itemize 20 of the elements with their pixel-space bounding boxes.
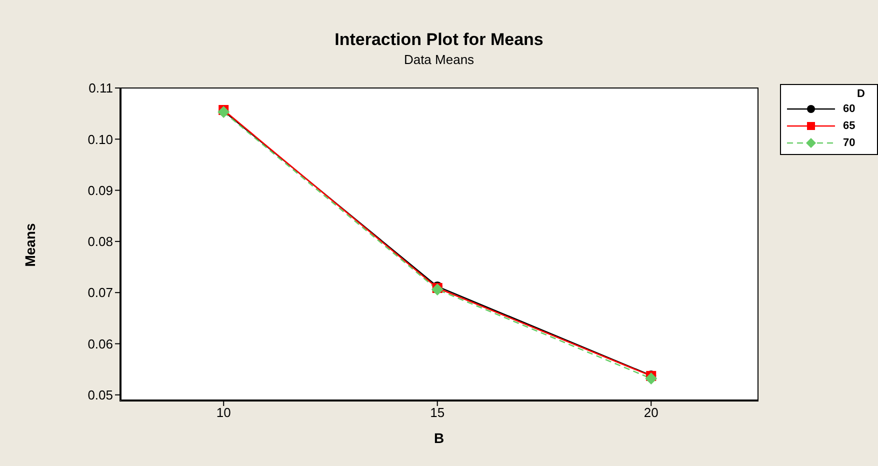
legend-label: 70 <box>843 136 856 148</box>
y-tick-label: 0.09 <box>88 182 113 198</box>
y-tick-label: 0.10 <box>88 132 113 147</box>
y-tick-label: 0.11 <box>88 80 113 96</box>
x-tick-label: 10 <box>216 405 231 420</box>
legend-label: 60 <box>843 102 856 114</box>
y-tick-label: 0.05 <box>88 388 113 402</box>
y-tick-label: 0.08 <box>88 234 113 250</box>
legend-title: D <box>856 88 866 100</box>
point <box>645 372 658 385</box>
chart-title: Interaction Plot for Means <box>334 30 544 50</box>
legend-label: 65 <box>843 120 856 132</box>
point <box>431 284 444 296</box>
x-axis-title: B <box>432 430 446 446</box>
y-tick-label: 0.07 <box>88 285 113 300</box>
chart-subtitle: Data Means <box>402 52 476 67</box>
y-axis-title: Means <box>22 223 38 267</box>
y-tick-label: 0.06 <box>88 336 113 352</box>
x-tick-label: 15 <box>430 405 445 420</box>
x-tick-label: 20 <box>644 405 658 420</box>
